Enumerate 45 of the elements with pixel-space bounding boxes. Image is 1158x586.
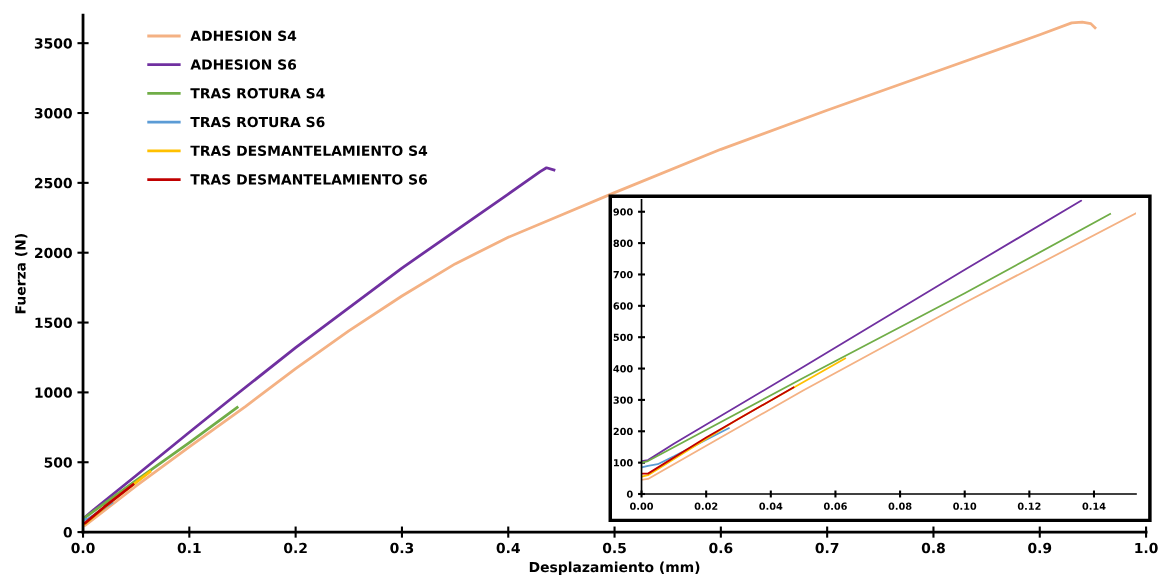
x-tick-label: 0.14 [1082, 502, 1106, 510]
legend-label: ADHESION S6 [190, 59, 297, 70]
y-tick-label: 500 [613, 333, 633, 342]
y-tick-label: 700 [613, 270, 633, 279]
legend-label: TRAS ROTURA S4 [190, 88, 325, 99]
x-tick-label: 0.4 [496, 542, 520, 554]
y-tick-label: 500 [44, 457, 72, 468]
x-tick-label: 0.3 [390, 542, 414, 554]
x-tick-label: 0.04 [759, 502, 783, 510]
y-tick-label: 100 [614, 459, 633, 467]
y-tick-label: 2500 [35, 177, 72, 189]
legend-label: TRAS DESMANTELAMIENTO S4 [190, 145, 428, 156]
x-tick-label: 0.00 [630, 502, 654, 510]
x-tick-label: 0.06 [823, 502, 847, 510]
x-tick-label: 0.02 [694, 502, 718, 510]
x-tick-label: 0.5 [602, 542, 626, 554]
x-tick-label: 0.12 [1017, 502, 1041, 510]
legend-label: TRAS DESMANTELAMIENTO S6 [190, 174, 428, 185]
y-tick-label: 1000 [35, 387, 72, 398]
y-tick-label: 600 [613, 302, 633, 310]
x-tick-label: 0.08 [888, 502, 912, 510]
y-tick-label: 900 [613, 208, 633, 216]
y-tick-label: 0 [63, 527, 72, 538]
x-tick-label: 0.8 [921, 542, 945, 554]
x-tick-label: 0.1 [177, 542, 201, 554]
y-tick-label: 300 [613, 396, 633, 404]
y-tick-label: 400 [613, 365, 633, 373]
y-tick-label: 200 [613, 427, 633, 436]
x-tick-label: 1.0 [1135, 542, 1158, 554]
y-axis-title: Fuerza (N) [14, 234, 28, 314]
x-tick-label: 0.2 [284, 542, 307, 554]
y-tick-label: 3500 [34, 38, 72, 49]
x-tick-label: 0.10 [953, 502, 977, 510]
x-tick-label: 0.0 [71, 542, 95, 554]
y-tick-label: 1500 [35, 317, 72, 329]
y-tick-label: 0 [626, 490, 633, 498]
legend-label: ADHESION S4 [190, 30, 297, 42]
x-axis-title: Desplazamiento (mm) [529, 561, 700, 575]
y-tick-label: 3000 [34, 107, 72, 119]
x-tick-label: 0.6 [709, 542, 733, 554]
y-tick-label: 2000 [35, 247, 72, 259]
x-tick-label: 0.7 [815, 542, 839, 554]
legend-label: TRAS ROTURA S6 [190, 116, 325, 128]
x-tick-label: 0.9 [1028, 542, 1052, 554]
y-tick-label: 800 [613, 239, 633, 247]
